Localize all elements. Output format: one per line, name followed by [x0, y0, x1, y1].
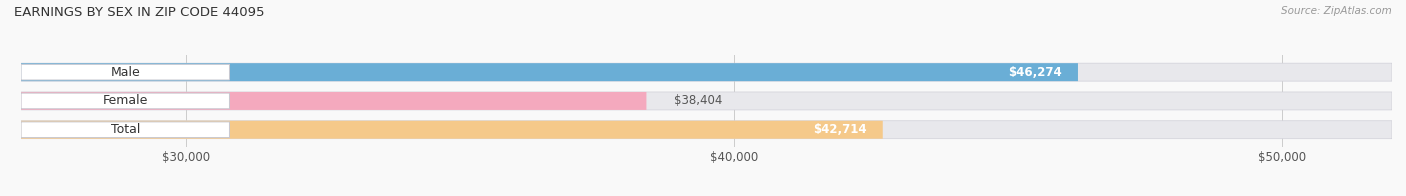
FancyBboxPatch shape: [21, 92, 647, 110]
Text: $46,274: $46,274: [1008, 66, 1062, 79]
Text: $42,714: $42,714: [813, 123, 866, 136]
Text: Total: Total: [111, 123, 141, 136]
FancyBboxPatch shape: [21, 93, 229, 109]
Text: Source: ZipAtlas.com: Source: ZipAtlas.com: [1281, 6, 1392, 16]
Text: Male: Male: [111, 66, 141, 79]
FancyBboxPatch shape: [21, 121, 883, 139]
FancyBboxPatch shape: [21, 122, 229, 138]
FancyBboxPatch shape: [21, 92, 1392, 110]
FancyBboxPatch shape: [21, 63, 1078, 81]
Text: Female: Female: [103, 94, 148, 107]
FancyBboxPatch shape: [21, 64, 229, 80]
FancyBboxPatch shape: [21, 121, 1392, 139]
Text: $38,404: $38,404: [673, 94, 723, 107]
FancyBboxPatch shape: [21, 63, 1392, 81]
Text: EARNINGS BY SEX IN ZIP CODE 44095: EARNINGS BY SEX IN ZIP CODE 44095: [14, 6, 264, 19]
